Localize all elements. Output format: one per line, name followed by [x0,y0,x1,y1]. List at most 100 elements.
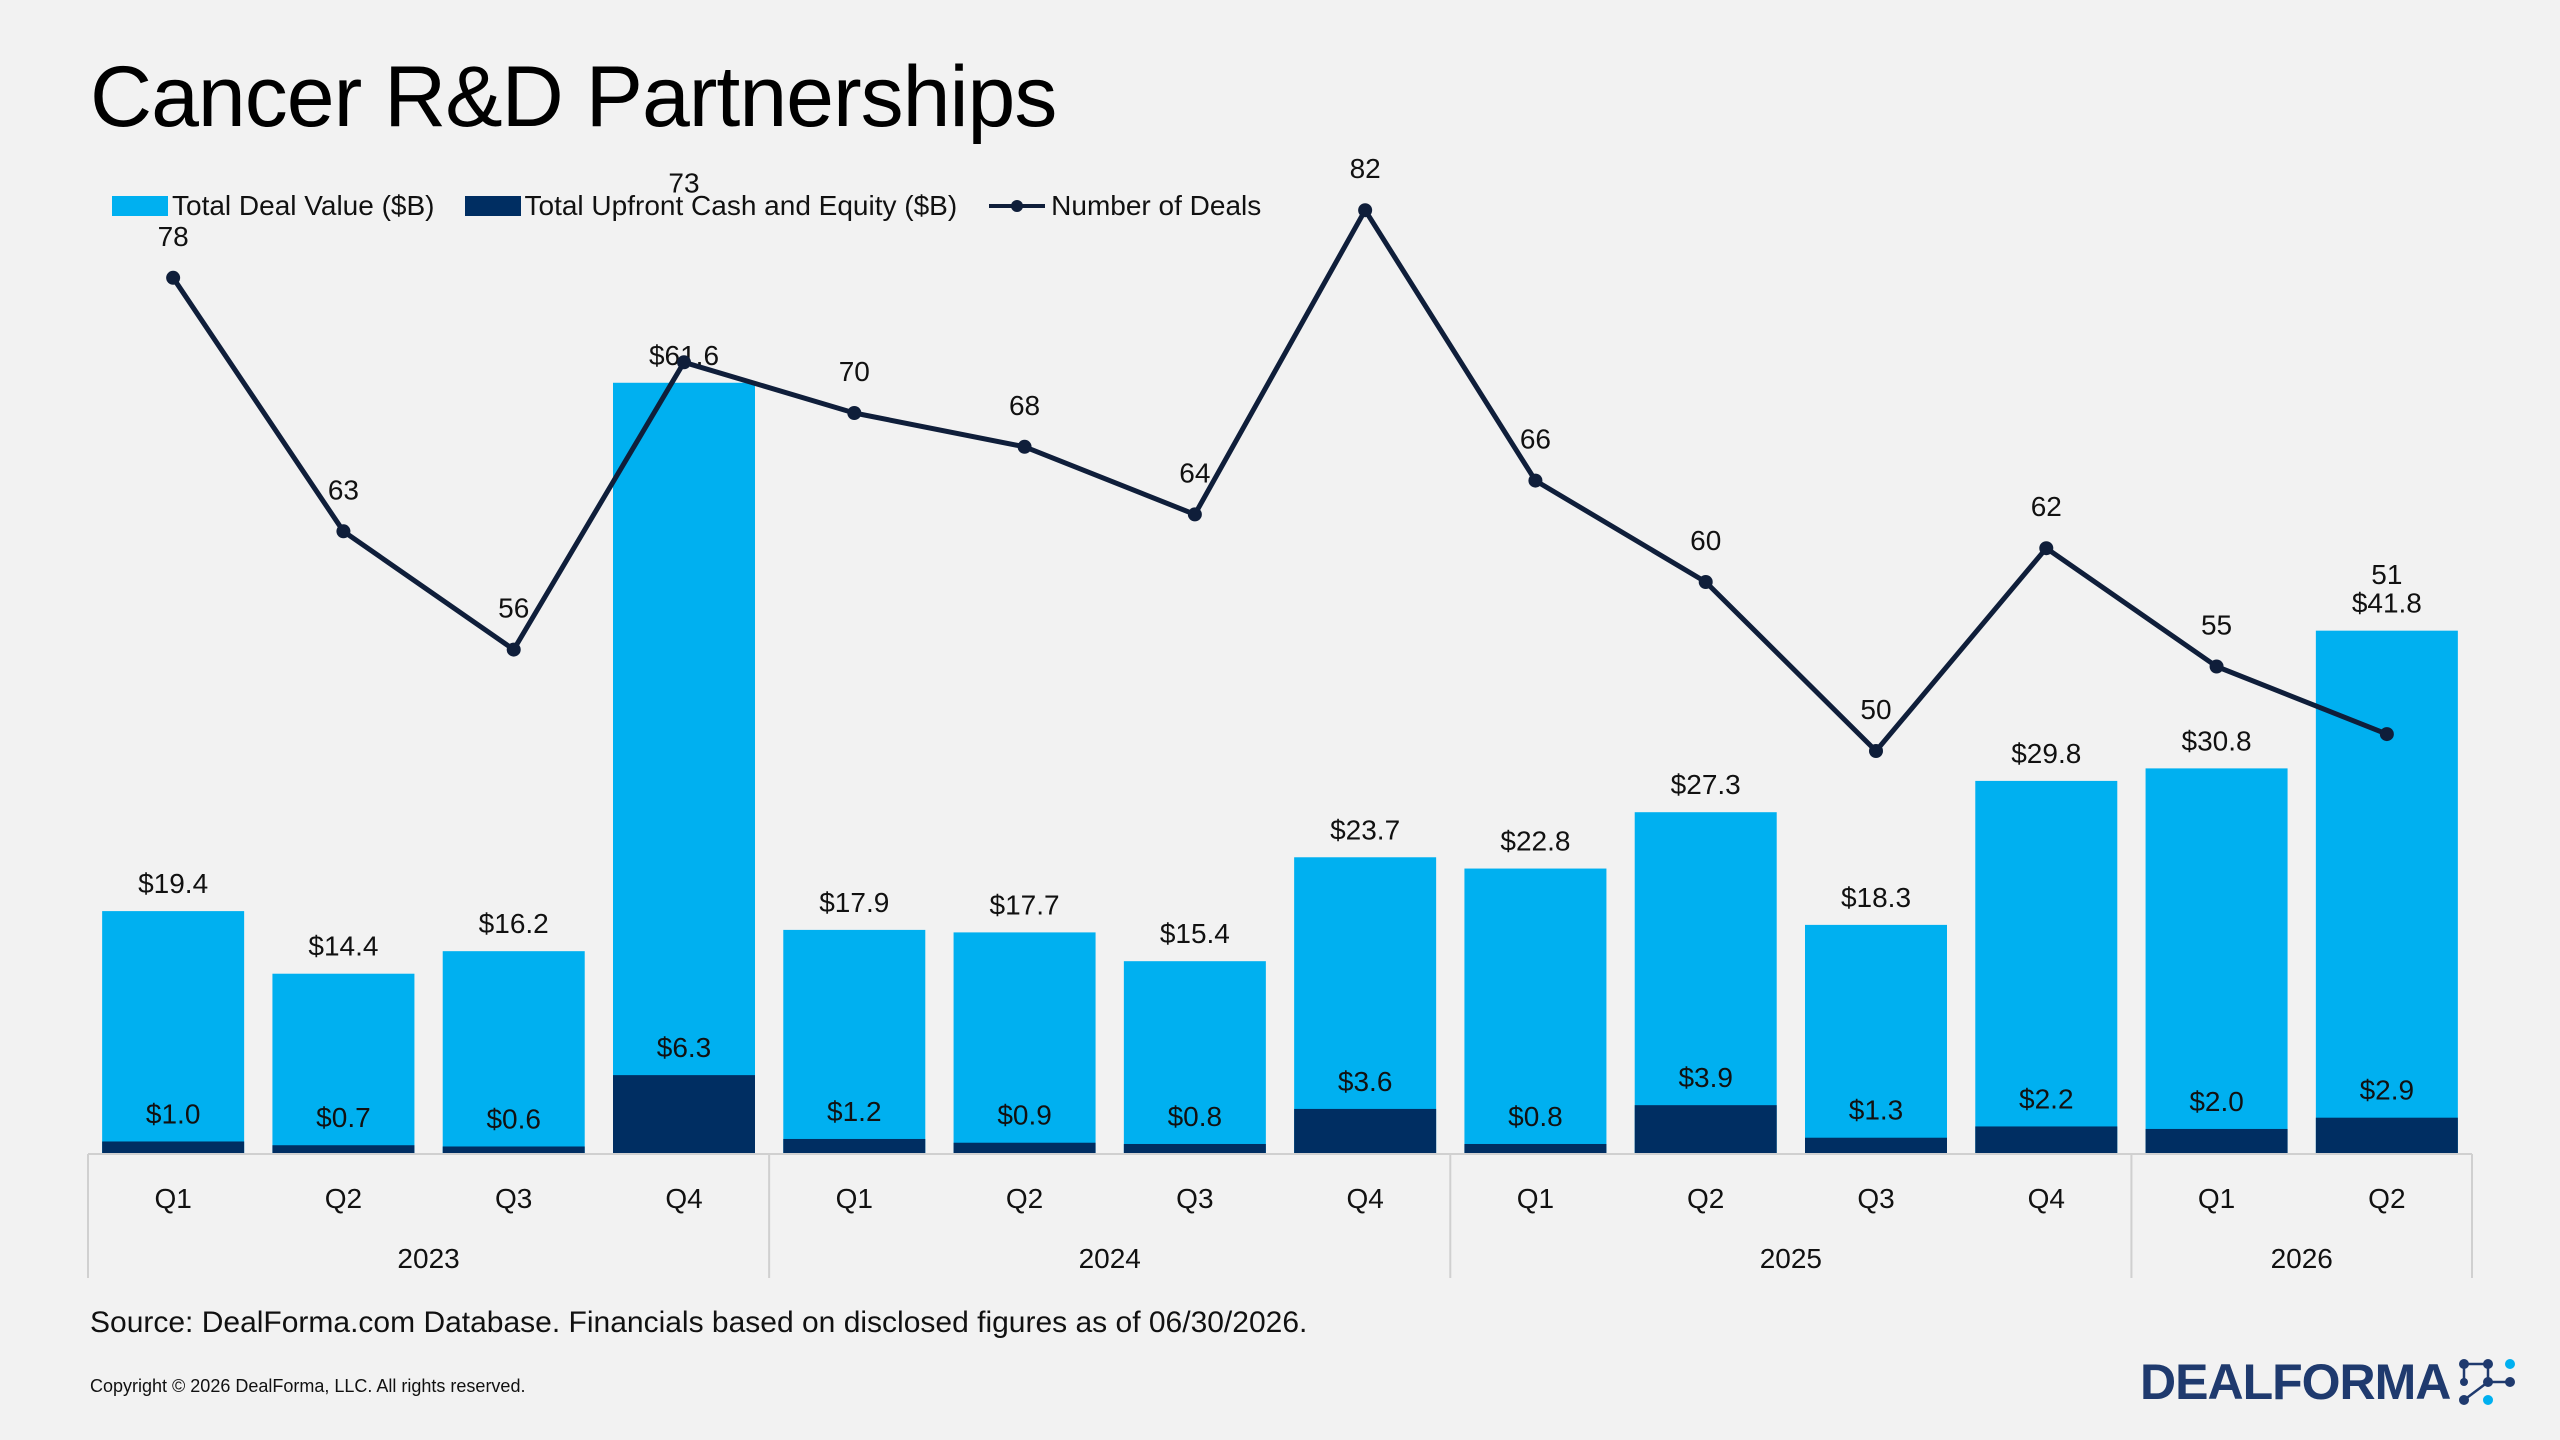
point-number-of-deals [166,270,181,285]
logo-wordmark: DEALFORMA [2140,1354,2451,1410]
legend-swatch-upfront [464,196,521,216]
bar-total-deal-value [272,973,415,1154]
x-tick-label: Q4 [665,1183,702,1214]
x-year-label: 2026 [2271,1243,2333,1274]
bar-upfront [1975,1126,2118,1154]
bar-upfront [1294,1108,1437,1154]
bar-total-deal-value [1805,924,1947,1154]
point-number-of-deals [2039,541,2054,556]
data-label-deals: 64 [1179,457,1210,488]
point-number-of-deals [2379,727,2394,742]
bar-total-deal-value [1294,857,1437,1154]
point-number-of-deals [1698,575,1713,589]
bar-total-deal-value [613,382,755,1154]
x-tick-label: Q1 [2198,1183,2235,1214]
data-label-upfront: $0.6 [486,1103,541,1134]
bar-upfront [2145,1128,2288,1154]
point-number-of-deals [1528,473,1543,488]
data-label-total: $29.8 [2011,738,2081,769]
data-label-total: $22.8 [1500,826,1570,857]
bar-total-deal-value [102,911,245,1154]
bar-total-deal-value [1975,780,2118,1154]
dealforma-logo: DEALFORMA [2140,1352,2520,1412]
data-label-deals: 62 [2031,491,2062,522]
point-number-of-deals [1869,744,1883,758]
data-label-deals: 78 [158,221,189,252]
bar-upfront [1805,1137,1947,1154]
data-label-upfront: $1.3 [1849,1095,1904,1126]
legend-item-total: Total Deal Value ($B) [112,190,435,222]
x-tick-label: Q4 [1346,1183,1383,1214]
data-label-deals: 66 [1520,424,1551,455]
x-tick-label: Q2 [1006,1183,1043,1214]
data-label-total: $27.3 [1671,769,1741,800]
x-tick-label: Q3 [1857,1183,1894,1214]
point-number-of-deals [1187,507,1202,522]
point-number-of-deals [847,406,862,420]
data-label-deals: 63 [328,474,359,505]
bar-upfront [613,1075,755,1154]
data-label-deals: 55 [2201,610,2232,641]
legend-label-deals: Number of Deals [1051,190,1262,221]
x-tick-label: Q1 [836,1183,873,1214]
bar-total-deal-value [1634,812,1777,1154]
legend-swatch-deals [989,200,1046,212]
data-label-total: $30.8 [2182,725,2252,756]
point-number-of-deals [336,524,351,539]
data-label-upfront: $3.9 [1678,1062,1733,1093]
data-label-total: $41.8 [2352,588,2422,619]
bar-upfront [272,1145,415,1154]
bar-total-deal-value [953,932,1096,1154]
logo-network-icon [2459,1359,2516,1405]
legend-item-upfront: Total Upfront Cash and Equity ($B) [464,190,958,222]
x-tick-label: Q3 [1176,1183,1213,1214]
point-number-of-deals [2209,659,2224,674]
data-label-upfront: $1.0 [146,1098,201,1129]
point-number-of-deals [506,642,521,657]
data-label-total: $15.4 [1160,918,1230,949]
point-number-of-deals [677,355,691,370]
x-tick-label: Q1 [1517,1183,1554,1214]
bar-total-deal-value [783,929,926,1154]
line-number-of-deals [171,207,2388,754]
source-note: Source: DealForma.com Database. Financia… [90,1306,1308,1339]
data-label-upfront: $2.9 [2360,1075,2415,1106]
x-tick-label: Q2 [2368,1183,2405,1214]
data-label-deals: 70 [839,356,870,387]
copyright-note: Copyright © 2026 DealForma, LLC. All rig… [90,1376,526,1396]
data-label-deals: 68 [1009,390,1040,421]
chart-legend: Total Deal Value ($B) Total Upfront Cash… [112,190,1291,222]
data-label-total: $19.4 [138,868,208,899]
data-label-upfront: $1.2 [827,1096,882,1127]
bar-upfront [2315,1117,2458,1154]
data-label-upfront: $2.2 [2019,1083,2074,1114]
legend-item-deals: Number of Deals [987,190,1261,222]
data-label-deals: 60 [1690,525,1721,556]
bar-total-deal-value [2145,768,2288,1154]
data-label-total: $18.3 [1841,882,1911,913]
bar-total-deal-value [442,951,585,1154]
x-year-label: 2025 [1760,1243,1822,1274]
data-label-deals: 50 [1860,694,1891,725]
data-label-upfront: $0.9 [997,1100,1052,1131]
x-tick-label: Q3 [495,1183,532,1214]
x-tick-label: Q4 [2028,1183,2065,1214]
data-label-total: $16.2 [479,908,549,939]
chart-title: Cancer R&D Partnerships [90,49,1057,145]
data-label-upfront: $2.0 [2189,1086,2244,1117]
data-label-upfront: $3.6 [1338,1066,1393,1097]
bar-total-deal-value [1464,868,1607,1154]
bar-upfront [1123,1143,1266,1154]
data-label-deals: 82 [1350,153,1381,184]
bar-total-deal-value [1123,961,1266,1154]
point-number-of-deals [1358,203,1373,218]
data-label-total: $17.9 [819,887,889,918]
x-year-label: 2023 [397,1243,459,1274]
point-number-of-deals [1017,439,1032,454]
legend-label-upfront: Total Upfront Cash and Equity ($B) [524,190,958,221]
data-label-deals: 51 [2371,559,2402,590]
data-label-upfront: $6.3 [657,1032,712,1063]
bar-upfront [102,1141,245,1154]
data-label-total: $23.7 [1330,814,1400,845]
legend-swatch-total [112,196,168,216]
